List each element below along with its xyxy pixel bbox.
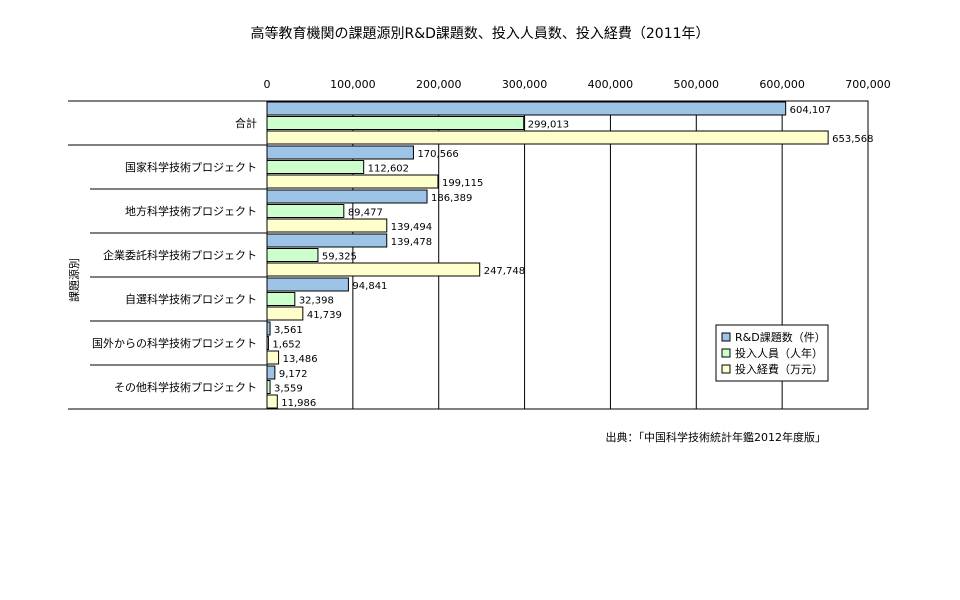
data-label: 112,602 xyxy=(368,164,409,175)
data-label: 11,986 xyxy=(281,398,316,409)
legend-box xyxy=(715,324,829,382)
bar xyxy=(266,365,276,380)
category-label: その他科学技術プロジェクト xyxy=(114,380,257,394)
category-label: 自選科学技術プロジェクト xyxy=(125,292,257,306)
bar xyxy=(266,233,388,248)
category-label: 国外からの科学技術プロジェクト xyxy=(92,336,257,350)
bars xyxy=(266,101,829,409)
bar xyxy=(266,292,296,306)
data-label: 247,748 xyxy=(484,266,525,277)
data-label: 299,013 xyxy=(528,120,569,131)
bar xyxy=(266,306,304,321)
bar xyxy=(266,116,525,130)
x-tick-label: 700,000 xyxy=(845,78,891,91)
x-axis-ticks: 0 100,000 200,000 300,000 400,000 500,000 600,… xyxy=(264,78,891,91)
bar xyxy=(266,277,349,292)
data-label: 59,325 xyxy=(322,252,357,263)
bar xyxy=(266,204,345,218)
bar xyxy=(266,380,271,394)
bar xyxy=(266,350,280,365)
data-label: 89,477 xyxy=(348,208,383,219)
x-tick-label: 100,000 xyxy=(330,78,376,91)
legend-label: R&D課題数（件） xyxy=(735,330,826,344)
bar xyxy=(266,160,365,174)
source-note: 出典：「中国科学技術統計年鑑2012年度版」 xyxy=(606,430,827,444)
x-tick-label: 0 xyxy=(264,78,271,91)
data-label: 13,486 xyxy=(283,354,318,365)
data-label: 199,115 xyxy=(442,178,483,189)
legend-swatch xyxy=(721,364,731,374)
category-label: 企業委託科学技術プロジェクト xyxy=(103,248,257,262)
legend-swatch xyxy=(721,348,731,358)
bar xyxy=(266,101,787,116)
data-label: 186,389 xyxy=(431,193,472,204)
category-label: 地方科学技術プロジェクト xyxy=(125,204,257,218)
bar xyxy=(266,394,278,409)
legend-label: 投入経費（万元） xyxy=(735,362,823,376)
data-label: 32,398 xyxy=(299,296,334,307)
legend-swatch xyxy=(721,332,731,342)
bar xyxy=(266,189,428,204)
bar xyxy=(266,174,439,189)
chart-title: 高等教育機関の課題源別R&D課題数、投入人員数、投入経費（2011年） xyxy=(250,25,709,42)
data-label: 9,172 xyxy=(279,369,308,380)
bar xyxy=(266,145,414,160)
data-label: 3,561 xyxy=(274,325,303,336)
data-label: 139,478 xyxy=(391,237,432,248)
legend: R&D課題数（件） 投入人員（人年） 投入経費（万元） xyxy=(715,324,829,382)
x-tick-label: 200,000 xyxy=(416,78,462,91)
bar xyxy=(266,218,388,233)
x-tick-label: 300,000 xyxy=(502,78,548,91)
data-label: 604,107 xyxy=(790,105,831,116)
data-label: 139,494 xyxy=(391,222,432,233)
data-label: 41,739 xyxy=(307,310,342,321)
data-label: 170,566 xyxy=(417,149,458,160)
category-label: 合計 xyxy=(235,116,257,130)
data-label: 1,652 xyxy=(272,340,301,351)
data-label: 94,841 xyxy=(352,281,387,292)
data-label: 3,559 xyxy=(274,384,303,395)
bar xyxy=(266,336,269,350)
bar xyxy=(266,321,271,336)
data-label: 653,568 xyxy=(832,134,873,145)
x-tick-label: 600,000 xyxy=(759,78,805,91)
data-labels: 604,107 299,013 653,568 170,566 112,602 199,1… xyxy=(272,105,873,409)
bar xyxy=(266,262,481,277)
x-tick-label: 400,000 xyxy=(588,78,634,91)
category-frame xyxy=(68,100,267,410)
y-axis-title: 課題源別 xyxy=(67,258,81,302)
category-label: 国家科学技術プロジェクト xyxy=(125,160,257,174)
legend-label: 投入人員（人年） xyxy=(735,346,823,360)
category-labels: 合計国家科学技術プロジェクト地方科学技術プロジェクト企業委託科学技術プロジェクト… xyxy=(92,116,257,394)
bar xyxy=(266,130,829,145)
bar xyxy=(266,248,319,262)
x-tick-label: 500,000 xyxy=(674,78,720,91)
